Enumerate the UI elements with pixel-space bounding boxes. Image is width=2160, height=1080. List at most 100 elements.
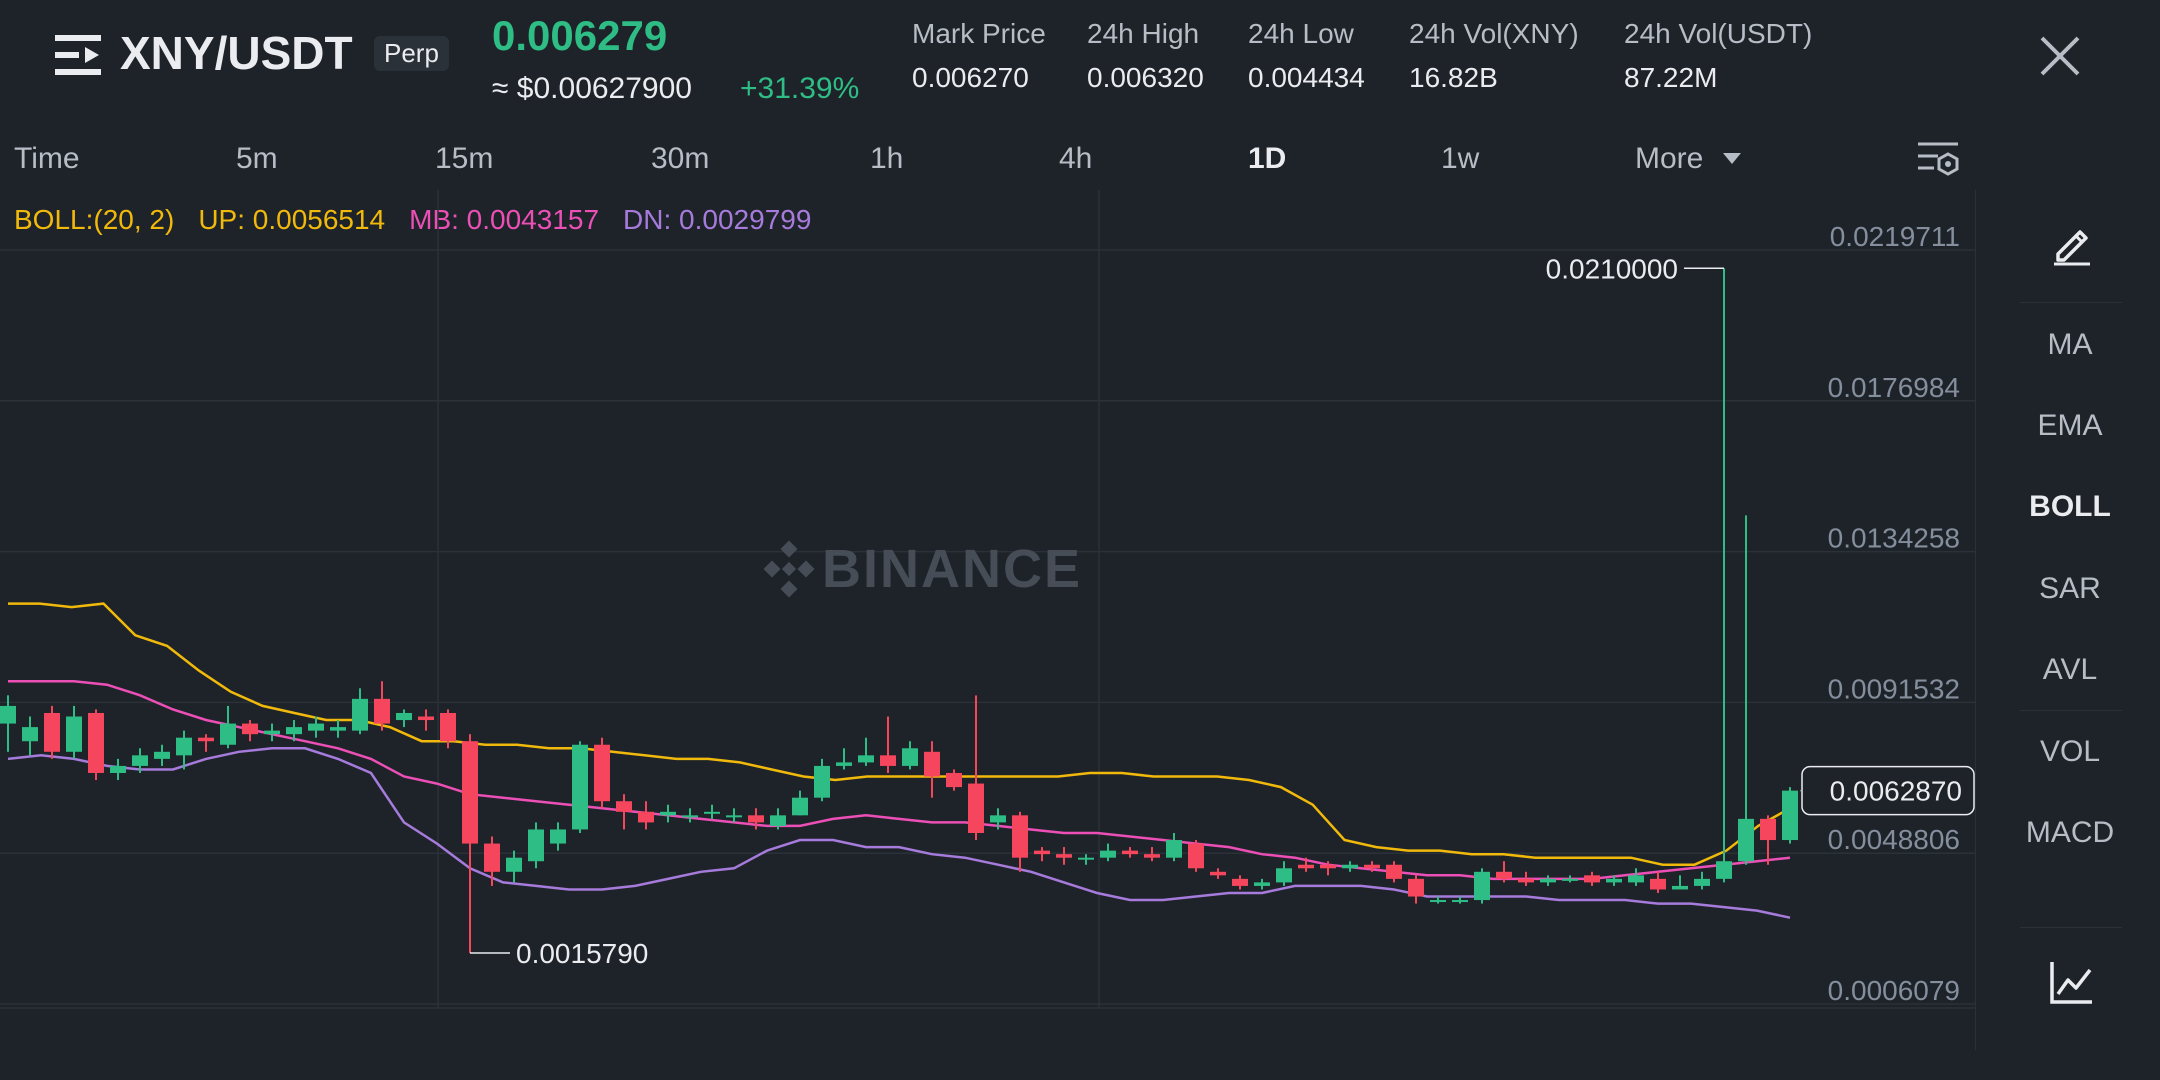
tab-1d[interactable]: 1D bbox=[1248, 142, 1287, 175]
sidebar-separator bbox=[2020, 927, 2122, 928]
candle bbox=[264, 723, 280, 742]
stat-label-24h-vol-xny: 24h Vol(XNY) bbox=[1409, 18, 1579, 49]
candle bbox=[1716, 268, 1732, 883]
stat-label-24h-low: 24h Low bbox=[1248, 18, 1354, 49]
stat-label-24h-high: 24h High bbox=[1087, 18, 1200, 49]
candle bbox=[572, 741, 588, 833]
candle bbox=[1518, 871, 1534, 886]
candle bbox=[792, 790, 808, 816]
candle bbox=[154, 744, 170, 766]
indicator-macd[interactable]: MACD bbox=[2025, 816, 2115, 849]
candle bbox=[1606, 875, 1622, 886]
candle-body bbox=[1144, 854, 1160, 858]
tab-time[interactable]: Time bbox=[14, 142, 80, 175]
candlestick-chart[interactable]: 0.0210000 0.0015790 0.0062870 0.0219711 0.0… bbox=[0, 190, 1975, 1020]
y-tick-label: 0.0176984 bbox=[1828, 372, 1960, 403]
candle-body bbox=[528, 829, 544, 862]
candle-body bbox=[22, 727, 38, 742]
pencil-icon[interactable] bbox=[2050, 222, 2094, 266]
candle-body bbox=[1430, 900, 1446, 903]
candle bbox=[88, 709, 104, 781]
candle bbox=[484, 836, 500, 886]
candle-body bbox=[638, 811, 654, 823]
candle bbox=[1078, 854, 1094, 865]
candle bbox=[396, 709, 412, 728]
candle-body bbox=[1232, 878, 1248, 886]
y-tick-label: 0.0219711 bbox=[1830, 221, 1960, 252]
candle-body bbox=[1342, 864, 1358, 869]
candle bbox=[682, 808, 698, 823]
x-tick-label: 2025-10-12 07:00 bbox=[327, 1019, 548, 1020]
tab-30m[interactable]: 30m bbox=[651, 142, 710, 175]
watermark: BINANCE bbox=[763, 538, 1083, 600]
candle bbox=[1342, 861, 1358, 872]
candle-body bbox=[264, 730, 280, 735]
chevron-down-icon[interactable] bbox=[1723, 153, 1741, 164]
candle-body bbox=[990, 815, 1006, 823]
candle bbox=[770, 808, 786, 830]
candle-body bbox=[1672, 885, 1688, 890]
candle-body bbox=[1364, 864, 1380, 869]
candle-body bbox=[1562, 878, 1578, 881]
stat-value-24h-vol-xny: 16.82B bbox=[1409, 62, 1498, 93]
candle bbox=[330, 720, 346, 738]
tab-1h[interactable]: 1h bbox=[870, 142, 904, 175]
candle-body bbox=[1056, 854, 1072, 858]
tab-5m[interactable]: 5m bbox=[236, 142, 278, 175]
candle bbox=[242, 720, 258, 742]
candle-body bbox=[44, 712, 60, 752]
tab-1w[interactable]: 1w bbox=[1441, 142, 1480, 175]
candle-body bbox=[1298, 864, 1314, 869]
candle-body bbox=[1496, 871, 1512, 879]
candle bbox=[308, 716, 324, 738]
boll-middle-line bbox=[8, 679, 1791, 881]
candle bbox=[880, 716, 896, 773]
indicator-sar[interactable]: SAR bbox=[2039, 572, 2101, 605]
indicator-ma[interactable]: MA bbox=[2047, 328, 2093, 361]
current-price-label: 0.0062870 bbox=[1830, 776, 1962, 807]
stat-value-24h-vol-usdt: 87.22M bbox=[1624, 62, 1718, 93]
candle bbox=[1672, 875, 1688, 890]
last-price: 0.006279 bbox=[492, 12, 668, 59]
indicator-boll[interactable]: BOLL bbox=[2029, 490, 2111, 523]
stat-value-24h-high: 0.006320 bbox=[1087, 62, 1204, 93]
candle bbox=[1782, 787, 1798, 844]
candle bbox=[550, 822, 566, 851]
candle-body bbox=[792, 797, 808, 816]
close-icon[interactable] bbox=[2038, 34, 2082, 78]
candle-body bbox=[242, 723, 258, 735]
indicator-vol[interactable]: VOL bbox=[2039, 735, 2101, 768]
pair-title[interactable]: XNY/USDT bbox=[120, 27, 353, 79]
candle bbox=[352, 688, 368, 735]
candle bbox=[1760, 815, 1776, 865]
candle bbox=[1562, 875, 1578, 883]
candle bbox=[22, 716, 38, 756]
y-tick-label: 0.0048806 bbox=[1828, 824, 1960, 855]
tab-15m[interactable]: 15m bbox=[435, 142, 494, 175]
candle bbox=[814, 758, 830, 802]
candle-body bbox=[1760, 818, 1776, 841]
indicator-ema[interactable]: EMA bbox=[2037, 409, 2103, 442]
candle bbox=[1452, 896, 1468, 904]
watermark-text: BINANCE bbox=[822, 539, 1083, 599]
candle-body bbox=[1782, 790, 1798, 841]
candle-body bbox=[550, 829, 566, 844]
chart-settings-icon[interactable] bbox=[1916, 138, 1960, 182]
candle-body bbox=[374, 698, 390, 724]
candle-body bbox=[88, 712, 104, 773]
candle-body bbox=[506, 857, 522, 872]
candle-body bbox=[1452, 900, 1468, 903]
candle-body bbox=[154, 751, 170, 759]
candle bbox=[1254, 878, 1270, 890]
candle-body bbox=[660, 811, 676, 816]
line-chart-icon[interactable] bbox=[2050, 960, 2094, 1004]
candle-body bbox=[902, 748, 918, 766]
indicator-avl[interactable]: AVL bbox=[2042, 653, 2098, 686]
candle-body bbox=[220, 723, 236, 745]
tab-more[interactable]: More bbox=[1635, 142, 1704, 175]
menu-icon[interactable] bbox=[55, 33, 101, 77]
candle bbox=[44, 705, 60, 759]
tab-4h[interactable]: 4h bbox=[1059, 142, 1093, 175]
candle-body bbox=[704, 811, 720, 814]
candle-body bbox=[1650, 878, 1666, 890]
